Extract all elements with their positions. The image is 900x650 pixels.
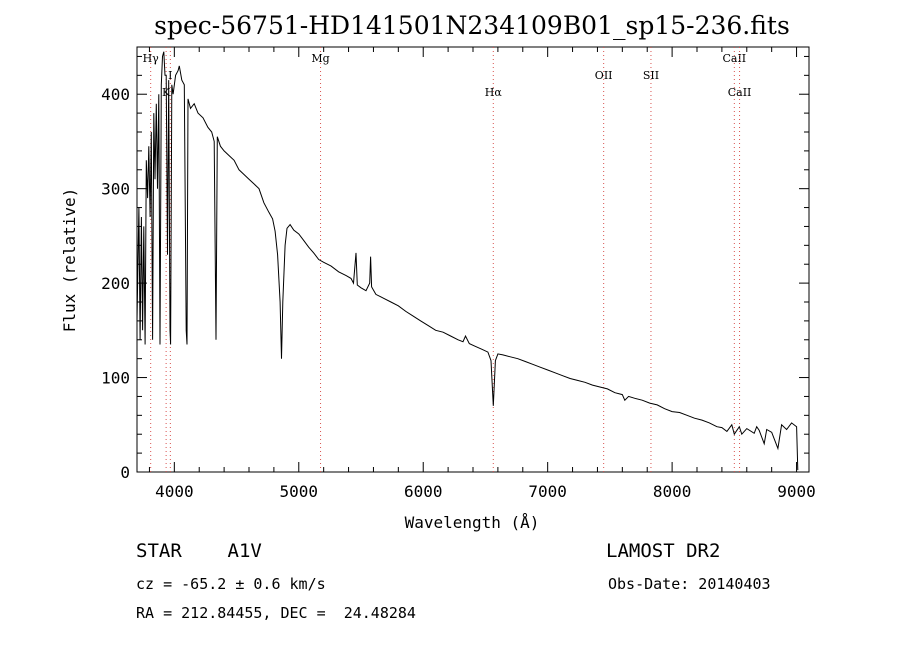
coords-label: RA = 212.84455, DEC = 24.48284 xyxy=(136,604,416,622)
line-marker-label: Hγ xyxy=(143,52,160,65)
x-tick-label: 9000 xyxy=(777,482,816,501)
chart-title: spec-56751-HD141501N234109B01_sp15-236.f… xyxy=(154,11,790,40)
x-tick-label: 6000 xyxy=(404,482,443,501)
y-tick-label: 300 xyxy=(101,180,130,199)
obs-date-label: Obs-Date: 20140403 xyxy=(608,575,771,593)
y-tick-label: 0 xyxy=(120,463,130,482)
y-tick-label: 200 xyxy=(101,274,130,293)
line-marker-label: CaII xyxy=(728,86,752,99)
line-marker-label: I xyxy=(168,69,172,82)
x-tick-label: 5000 xyxy=(280,482,319,501)
x-tick-label: 7000 xyxy=(528,482,567,501)
spectrum-series-line xyxy=(136,51,799,471)
survey-label: LAMOST DR2 xyxy=(606,540,721,562)
line-marker-label: SII xyxy=(643,69,659,82)
x-tick-label: 4000 xyxy=(155,482,194,501)
star-class-label: STAR A1V xyxy=(136,540,262,562)
y-tick-label: 400 xyxy=(101,85,130,104)
line-marker-label: OII xyxy=(595,69,613,82)
x-axis-label: Wavelength (Å) xyxy=(405,513,540,532)
line-marker-label: Hα xyxy=(485,86,503,99)
plot-frame xyxy=(136,46,810,473)
y-axis-label: Flux (relative) xyxy=(60,188,79,333)
x-tick-label: 8000 xyxy=(653,482,692,501)
line-marker-label: CaII xyxy=(722,52,746,65)
cz-label: cz = -65.2 ± 0.6 km/s xyxy=(136,575,326,593)
y-tick-label: 100 xyxy=(101,369,130,388)
line-marker-label: Mg xyxy=(311,52,329,65)
